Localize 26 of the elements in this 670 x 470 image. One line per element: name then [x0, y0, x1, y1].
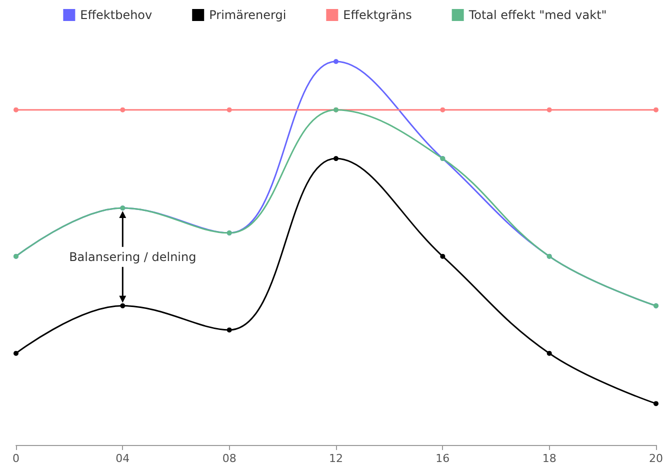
point: [226, 327, 232, 332]
x-tick-label: 20: [649, 452, 663, 465]
point: [14, 107, 18, 112]
x-tick-label: 12: [329, 452, 343, 465]
legend-label: Primärenergi: [209, 8, 286, 22]
legend-label: Effektgräns: [343, 8, 412, 22]
point: [546, 350, 552, 356]
point: [120, 303, 126, 308]
point: [334, 59, 338, 64]
point: [440, 254, 446, 259]
point: [226, 107, 232, 112]
x-tick-label: 0: [12, 452, 20, 465]
point: [546, 107, 552, 112]
point: [440, 107, 446, 112]
point: [14, 350, 18, 356]
point: [334, 156, 338, 162]
point: [654, 401, 658, 406]
x-tick-label: 16: [436, 452, 450, 465]
legend-label: Effektbehov: [80, 8, 152, 22]
annotation: Balansering / delning: [69, 250, 196, 264]
x-tick-label: 04: [116, 452, 130, 465]
x-tick-label: 18: [542, 452, 556, 465]
point: [654, 107, 658, 112]
point: [120, 107, 126, 112]
legend-label: Total effekt "med vakt": [468, 8, 607, 22]
x-tick-label: 08: [222, 452, 236, 465]
